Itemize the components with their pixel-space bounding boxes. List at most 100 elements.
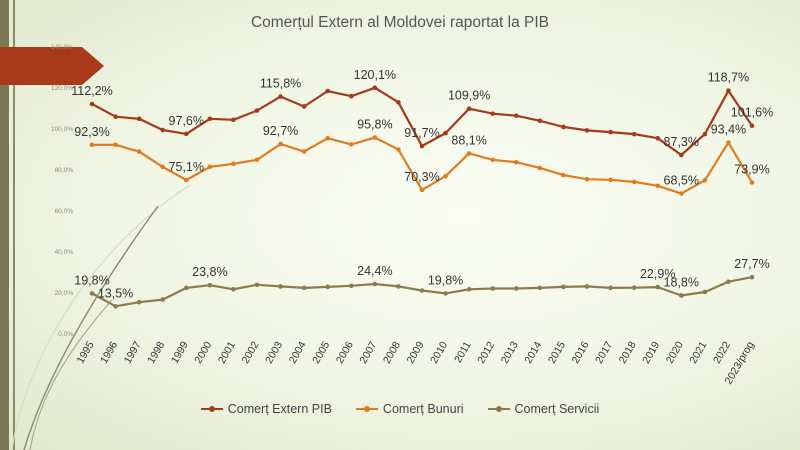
data-label: 88,1% bbox=[451, 133, 486, 147]
data-point bbox=[325, 88, 331, 94]
data-point bbox=[348, 142, 354, 147]
x-tick-label: 2009 bbox=[405, 339, 427, 365]
data-label: 118,7% bbox=[708, 71, 749, 85]
y-tick-label: 40,0% bbox=[55, 249, 74, 256]
data-point bbox=[136, 299, 142, 305]
data-label: 109,9% bbox=[448, 89, 490, 103]
data-label: 115,8% bbox=[260, 77, 301, 91]
data-point bbox=[278, 284, 283, 289]
y-tick-label: 20,0% bbox=[55, 290, 74, 297]
data-point bbox=[608, 285, 613, 291]
data-point bbox=[89, 101, 95, 107]
data-point bbox=[466, 287, 472, 292]
y-tick-label: 0,0% bbox=[58, 331, 73, 338]
x-tick-label: 2013 bbox=[499, 339, 521, 365]
data-label: 24,4% bbox=[357, 264, 392, 278]
y-axis-ticks: 0,0% 20,0% 40,0% 60,0% 80,0% 100,0% 120,0% 140,… bbox=[51, 44, 73, 338]
data-point bbox=[513, 159, 519, 165]
legend-swatch-comert-servicii bbox=[487, 406, 510, 412]
data-point bbox=[113, 114, 118, 119]
x-tick-label: 1997 bbox=[122, 339, 144, 365]
data-point bbox=[136, 149, 142, 154]
data-point bbox=[183, 177, 189, 183]
legend-swatch-comert-extern bbox=[200, 406, 223, 412]
x-tick-label: 2006 bbox=[334, 339, 356, 365]
data-point bbox=[678, 191, 684, 196]
data-point bbox=[631, 179, 637, 185]
data-point bbox=[561, 124, 566, 130]
data-point bbox=[183, 285, 189, 291]
data-point bbox=[466, 106, 472, 112]
data-label: 75,1% bbox=[169, 160, 204, 174]
data-point bbox=[160, 127, 166, 133]
y-tick-label: 120,0% bbox=[51, 85, 73, 92]
data-point bbox=[608, 177, 613, 183]
x-tick-label: 2007 bbox=[357, 339, 379, 365]
data-label: 101,6% bbox=[731, 106, 773, 120]
data-point bbox=[561, 284, 566, 290]
data-point bbox=[113, 304, 118, 309]
data-point bbox=[749, 274, 755, 280]
legend-item-comert-extern[interactable]: Comerț Extern PIB bbox=[200, 402, 332, 416]
data-label: 27,7% bbox=[734, 257, 769, 271]
data-point bbox=[443, 130, 448, 136]
data-point bbox=[207, 164, 213, 170]
x-tick-label: 2001 bbox=[216, 339, 238, 365]
data-point bbox=[89, 291, 95, 296]
data-label: 22,9% bbox=[640, 267, 675, 281]
data-point bbox=[301, 104, 307, 109]
legend-label-comert-bunuri: Comerț Bunuri bbox=[382, 402, 464, 416]
y-tick-label: 80,0% bbox=[55, 167, 74, 174]
legend-label-comert-servicii: Comerț Servicii bbox=[514, 402, 600, 416]
data-point bbox=[678, 152, 684, 158]
series-points bbox=[89, 85, 755, 309]
data-point bbox=[537, 165, 543, 171]
data-point bbox=[183, 131, 189, 137]
data-label: 91,7% bbox=[404, 126, 439, 140]
x-tick-label: 2004 bbox=[287, 339, 309, 365]
data-point bbox=[89, 142, 95, 148]
x-tick-label: 1999 bbox=[169, 339, 191, 365]
data-point bbox=[749, 123, 755, 129]
data-point bbox=[631, 131, 637, 137]
data-point bbox=[443, 291, 448, 296]
data-point bbox=[419, 143, 425, 149]
y-tick-label: 140,0% bbox=[51, 44, 73, 51]
data-point bbox=[372, 135, 378, 140]
data-point bbox=[608, 129, 613, 135]
data-point bbox=[396, 147, 401, 152]
x-tick-label: 2011 bbox=[452, 339, 474, 365]
x-tick-label: 2002 bbox=[240, 339, 262, 365]
legend-swatch-comert-bunuri bbox=[355, 406, 378, 412]
data-point bbox=[726, 279, 731, 285]
x-tick-label: 2018 bbox=[617, 339, 639, 365]
data-label: 95,8% bbox=[357, 118, 392, 132]
legend-item-comert-bunuri[interactable]: Comerț Bunuri bbox=[355, 402, 464, 416]
data-point bbox=[207, 116, 213, 122]
data-label: 18,8% bbox=[664, 275, 699, 289]
data-point bbox=[726, 140, 731, 145]
data-point bbox=[584, 176, 590, 182]
x-tick-label: 2015 bbox=[546, 339, 568, 365]
data-label: 120,1% bbox=[354, 68, 396, 82]
side-band bbox=[0, 0, 9, 450]
data-point bbox=[325, 135, 331, 141]
x-tick-label: 2022 bbox=[711, 339, 733, 365]
data-point bbox=[301, 285, 307, 291]
side-line bbox=[13, 0, 15, 450]
data-point bbox=[726, 88, 731, 93]
data-point bbox=[348, 93, 354, 99]
data-point bbox=[584, 284, 590, 289]
data-point bbox=[678, 293, 684, 298]
data-point bbox=[254, 157, 260, 163]
data-label: 73,9% bbox=[734, 163, 769, 177]
data-label: 68,5% bbox=[664, 174, 699, 188]
data-point bbox=[655, 284, 661, 290]
x-tick-label: 2014 bbox=[522, 339, 544, 365]
y-tick-label: 60,0% bbox=[55, 208, 74, 215]
x-tick-label: 2020 bbox=[664, 339, 686, 365]
x-tick-label: 2003 bbox=[263, 339, 285, 365]
legend-item-comert-servicii[interactable]: Comerț Servicii bbox=[487, 402, 600, 416]
